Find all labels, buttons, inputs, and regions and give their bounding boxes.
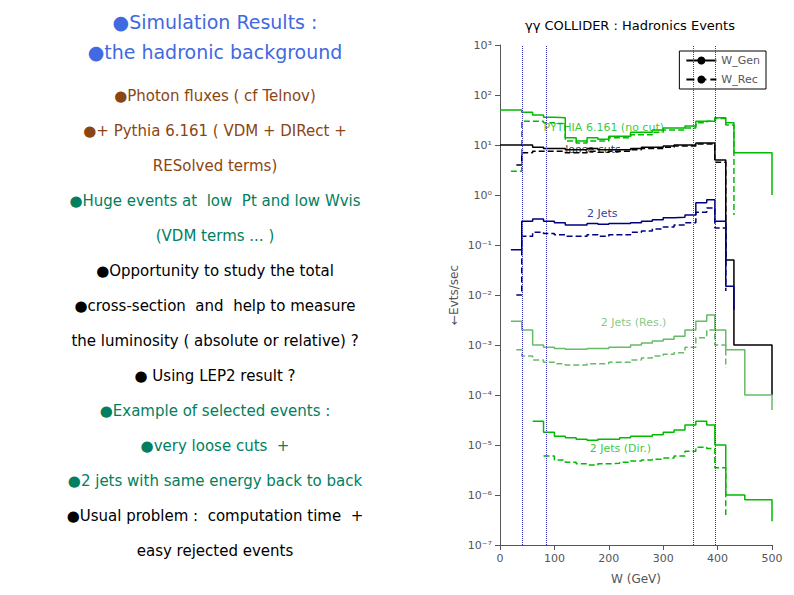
svg-text:W_Gen: W_Gen <box>721 54 760 67</box>
svg-text:←Evts/sec: ←Evts/sec <box>447 265 461 325</box>
svg-text:10³: 10³ <box>474 39 492 52</box>
svg-text:● Using LEP2 result ?: ● Using LEP2 result ? <box>135 367 296 385</box>
svg-text:γγ COLLIDER : Hadronics Events: γγ COLLIDER : Hadronics Events <box>525 18 735 33</box>
svg-text:10⁻²: 10⁻² <box>468 289 492 302</box>
svg-text:0: 0 <box>497 552 504 565</box>
svg-text:the luminosity ( absolute or r: the luminosity ( absolute or relative) ? <box>71 332 358 350</box>
svg-text:●Huge events at low Pt and l: ●Huge events at low Pt and low Wvis <box>69 192 360 210</box>
svg-text:W_Rec: W_Rec <box>721 73 757 86</box>
svg-text:●very loose cuts +: ●very loose cuts + <box>141 437 290 455</box>
svg-text:RESolved terms): RESolved terms) <box>153 157 277 175</box>
svg-text:●cross-section and help to m: ●cross-section and help to measure <box>74 297 355 315</box>
svg-text:10⁻³: 10⁻³ <box>468 339 492 352</box>
svg-text:200: 200 <box>598 552 619 565</box>
svg-text:(VDM terms ... ): (VDM terms ... ) <box>156 227 275 245</box>
svg-text:10²: 10² <box>474 89 492 102</box>
svg-text:●Photon fluxes ( cf Telnov): ●Photon fluxes ( cf Telnov) <box>114 87 316 105</box>
svg-text:●the hadronic background: ●the hadronic background <box>88 41 343 63</box>
svg-text:2 Jets: 2 Jets <box>587 207 618 220</box>
svg-text:10⁻⁵: 10⁻⁵ <box>468 439 492 452</box>
svg-text:●2 jets with same energy back: ●2 jets with same energy back to back <box>68 472 363 490</box>
svg-text:●Simulation Results :: ●Simulation Results : <box>113 11 318 33</box>
svg-text:W (GeV): W (GeV) <box>611 572 661 586</box>
svg-text:loose cuts: loose cuts <box>565 143 621 157</box>
svg-text:●Opportunity to study the tota: ●Opportunity to study the total <box>96 262 334 280</box>
svg-text:10⁻¹: 10⁻¹ <box>468 239 492 252</box>
svg-text:●Example of selected events :: ●Example of selected events : <box>100 402 331 420</box>
svg-text:●Usual problem : computation: ●Usual problem : computation time + <box>67 507 364 525</box>
svg-text:10⁻⁶: 10⁻⁶ <box>468 489 493 502</box>
svg-text:●+ Pythia 6.161 ( VDM + DIRect: ●+ Pythia 6.161 ( VDM + DIRect + <box>83 122 346 140</box>
svg-text:100: 100 <box>544 552 565 565</box>
svg-text:10¹: 10¹ <box>474 139 492 152</box>
svg-text:300: 300 <box>653 552 674 565</box>
svg-text:2 Jets (Res.): 2 Jets (Res.) <box>601 316 667 329</box>
svg-text:500: 500 <box>762 552 783 565</box>
svg-text:2 Jets (Dir.): 2 Jets (Dir.) <box>590 442 651 455</box>
svg-text:easy rejected events: easy rejected events <box>137 542 294 560</box>
svg-text:10⁻⁴: 10⁻⁴ <box>468 389 493 402</box>
svg-text:PYTHIA 6.161 (no cut): PYTHIA 6.161 (no cut) <box>543 121 664 135</box>
svg-text:10⁻⁷: 10⁻⁷ <box>468 539 492 552</box>
svg-text:10⁰: 10⁰ <box>474 189 493 202</box>
svg-text:400: 400 <box>707 552 728 565</box>
